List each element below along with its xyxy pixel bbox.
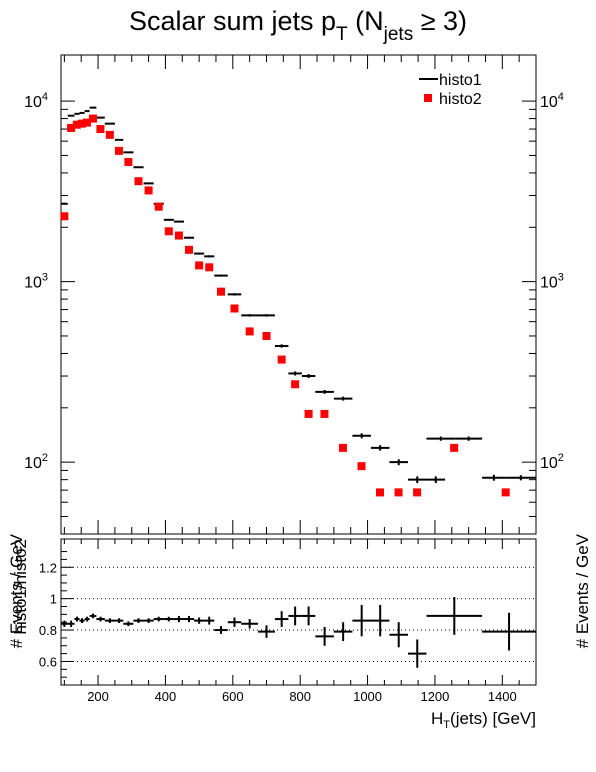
histo2-point	[217, 287, 226, 296]
tick-base: 10	[24, 455, 42, 472]
x-axis-label-suffix: (jets) [GeV]	[450, 709, 536, 728]
tick-base: 10	[540, 275, 558, 292]
x-tick-label: 400	[155, 689, 177, 704]
histo2-point	[245, 327, 254, 336]
histo2-point	[450, 443, 459, 452]
x-axis-label-sub: T	[443, 719, 450, 731]
legend-histo1-label: histo1	[439, 72, 482, 89]
histo2-point	[338, 443, 347, 452]
histo2-point	[105, 130, 114, 139]
chart-title: Scalar sum jets pT (Njets ≥ 3)	[129, 6, 467, 45]
main-y-tick-label: 104	[24, 91, 48, 111]
x-tick-label: 1400	[488, 689, 517, 704]
main-axis-ticks	[61, 55, 537, 535]
histo2-point	[67, 123, 76, 132]
histo2-point	[291, 380, 300, 389]
ratio-plot-frame	[60, 538, 537, 686]
histo2-point	[185, 245, 194, 254]
histo2-point	[413, 488, 422, 497]
tick-exponent: 2	[42, 452, 48, 464]
histo2-point	[164, 227, 173, 236]
histo2-point	[77, 119, 86, 128]
title-prefix: Scalar sum jets p	[129, 6, 336, 36]
tick-exponent: 4	[42, 91, 48, 103]
histo2-point	[262, 331, 271, 340]
histo2-point	[89, 114, 98, 123]
ratio-y-tick-labels: 0.6 0.8 1 1.2	[39, 560, 57, 669]
x-axis-label: HT(jets) [GeV]	[431, 709, 536, 731]
x-tick-label: 1000	[353, 689, 382, 704]
histo2-point	[376, 488, 385, 497]
title-sub: T	[336, 24, 348, 45]
title-suffix: ≥ 3)	[413, 6, 467, 36]
legend-histo2-label: histo2	[439, 91, 482, 108]
main-y-axis-label-right: # Events / GeV	[573, 533, 592, 648]
title-mid: (N	[348, 6, 384, 36]
ratio-y-tick-label: 1	[50, 592, 57, 607]
ratio-y-tick-label: 1.2	[39, 560, 57, 575]
histo2-point	[72, 120, 81, 129]
histo2-point	[195, 261, 204, 270]
histo2-point	[205, 263, 214, 272]
main-y-tick-label-right: 104	[540, 91, 564, 111]
x-tick-label: 200	[87, 689, 109, 704]
histo2-point	[174, 231, 183, 240]
histo2-point	[96, 125, 105, 134]
histo2-series	[60, 114, 510, 497]
histo2-point	[114, 146, 123, 155]
x-tick-label: 800	[289, 689, 311, 704]
title-sub2: jets	[383, 24, 414, 45]
histo2-point	[60, 212, 69, 221]
tick-base: 10	[540, 455, 558, 472]
ratio-y-tick-label: 0.8	[39, 623, 57, 638]
legend: histo1 histo2	[419, 72, 482, 108]
histo2-point	[357, 462, 366, 471]
x-tick-label: 600	[222, 689, 244, 704]
main-y-tick-label: 102	[24, 452, 48, 472]
histo2-point	[154, 202, 163, 211]
main-plot-frame	[60, 54, 537, 535]
ratio-series	[61, 597, 536, 668]
histo2-point	[82, 118, 91, 127]
tick-base: 10	[24, 275, 42, 292]
tick-exponent: 2	[558, 452, 564, 464]
main-y-tick-label-right: 102	[540, 452, 564, 472]
tick-exponent: 3	[558, 272, 564, 284]
main-y-tick-label: 103	[24, 272, 48, 292]
x-axis-label-prefix: H	[431, 709, 443, 728]
tick-base: 10	[24, 94, 42, 111]
histo2-point	[124, 157, 133, 166]
histo2-point	[230, 304, 239, 313]
legend-histo2-marker	[424, 94, 432, 102]
ratio-axis-ticks	[61, 539, 537, 685]
ratio-y-axis-label: histo1/histo2	[11, 539, 30, 634]
tick-exponent: 3	[42, 272, 48, 284]
histo2-point	[144, 186, 153, 195]
tick-base: 10	[540, 94, 558, 111]
histo2-point	[394, 488, 403, 497]
histo2-point	[134, 177, 143, 186]
x-tick-label: 1200	[420, 689, 449, 704]
histo2-point	[304, 409, 313, 418]
histo2-point	[277, 355, 286, 364]
ratio-x-tick-labels: 200 400 600 800 1000 1200 1400	[87, 689, 517, 704]
tick-exponent: 4	[558, 91, 564, 103]
main-y-tick-label-right: 103	[540, 272, 564, 292]
histo2-point	[501, 488, 510, 497]
ratio-y-tick-label: 0.6	[39, 654, 57, 669]
histo2-point	[320, 409, 329, 418]
main-y-axis-label: # Events / GeV	[7, 533, 26, 648]
